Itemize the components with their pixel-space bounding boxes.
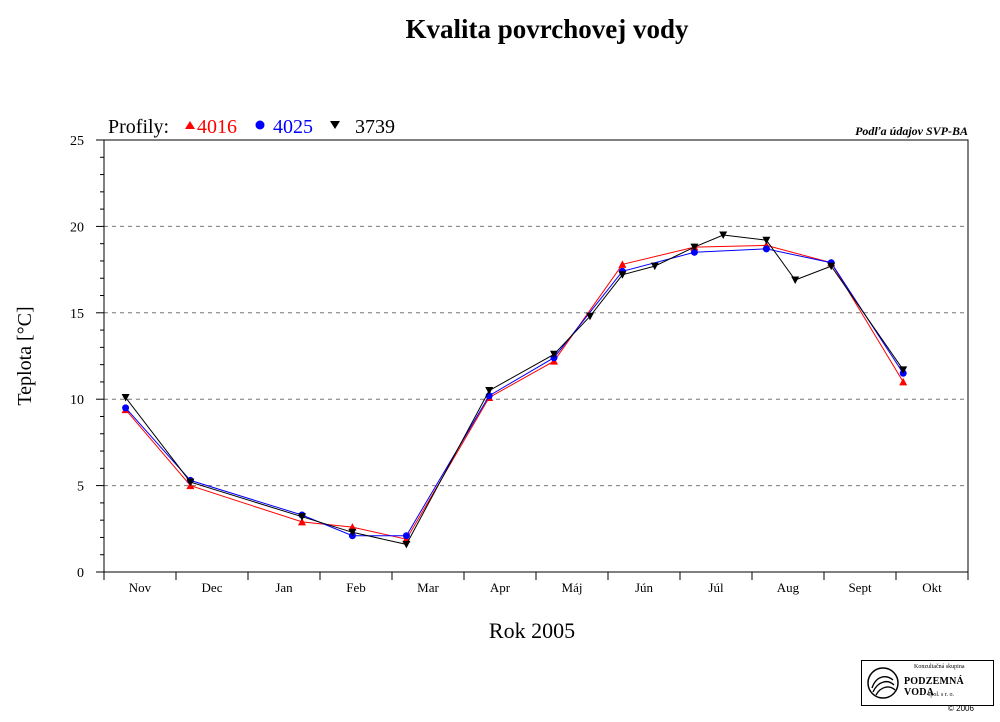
point-4025	[402, 532, 410, 540]
point-3739	[186, 478, 195, 487]
point-4025	[122, 404, 130, 412]
point-3739	[485, 387, 494, 395]
point-3739	[348, 528, 357, 537]
x-tick-label: Feb	[346, 580, 366, 595]
y-tick-label: 25	[70, 134, 84, 149]
point-4016	[899, 377, 908, 386]
y-tick-label: 0	[77, 566, 84, 581]
point-4016	[348, 523, 357, 531]
point-3739	[762, 236, 771, 245]
point-3739	[298, 513, 306, 521]
company-logo: Konzultačná skupina PODZEMNÁ VODA spol. …	[861, 660, 994, 706]
x-axis: Nov Dec Jan Feb Mar Apr Máj Jún Júl Aug Sept Okt	[103, 572, 969, 595]
legend: Profily: 4016 4025 3739	[108, 116, 395, 138]
x-tick-label: Júl	[708, 580, 724, 595]
x-tick-label: Sept	[848, 580, 872, 595]
point-3739	[791, 276, 800, 284]
point-3739	[650, 262, 659, 271]
x-tick-label: Jan	[275, 580, 293, 595]
legend-marker-4025	[255, 120, 265, 130]
y-axis-title: Teplota [°C]	[14, 306, 36, 405]
chart-title: Kvalita povrchovej vody	[406, 14, 689, 44]
x-tick-label: Aug	[777, 580, 800, 595]
x-tick-label: Dec	[202, 580, 223, 595]
point-3739	[121, 393, 130, 402]
series-3739	[121, 231, 908, 549]
point-3739	[402, 540, 411, 549]
point-4025	[762, 245, 770, 253]
series-4025	[122, 245, 907, 540]
point-3739	[586, 312, 594, 321]
point-3739	[719, 231, 728, 240]
x-tick-label: Apr	[490, 580, 511, 595]
point-3739	[827, 262, 836, 271]
series-line-4016	[125, 244, 904, 540]
legend-label-4025: 4025	[273, 116, 313, 138]
x-tick-label: Nov	[129, 580, 152, 595]
y-axis: 0 5 10 15 20 25	[70, 134, 104, 581]
point-3739	[690, 243, 699, 252]
x-tick-label: Mar	[417, 580, 439, 595]
point-3739	[899, 366, 908, 374]
logo-line2: PODZEMNÁ VODA	[904, 676, 964, 698]
logo-line3: spol. s r. o.	[928, 692, 955, 698]
logo-mark-icon	[867, 667, 899, 699]
x-tick-label: Okt	[922, 580, 942, 595]
plot-frame	[103, 139, 969, 573]
x-tick-label: Máj	[562, 580, 583, 595]
series-line-4025	[125, 248, 904, 537]
point-4016	[298, 517, 306, 526]
point-3739	[618, 271, 627, 279]
gridlines	[104, 225, 968, 487]
legend-marker-3739	[330, 121, 340, 129]
legend-marker-4016	[185, 121, 195, 129]
logo-line1: Konzultačná skupina	[914, 664, 965, 670]
point-3739	[550, 350, 558, 359]
x-axis-title: Rok 2005	[489, 618, 575, 643]
y-tick-label: 15	[70, 307, 84, 322]
point-4016	[618, 260, 627, 268]
series-line-3739	[125, 234, 904, 545]
copyright: © 2006	[948, 704, 974, 713]
legend-label-3739: 3739	[355, 116, 395, 138]
y-tick-label: 20	[70, 220, 84, 235]
y-tick-label: 10	[70, 393, 84, 408]
point-4025	[690, 248, 698, 256]
source-note: Podľa údajov SVP-BA	[855, 124, 968, 138]
y-tick-label: 5	[77, 480, 84, 495]
legend-label-4016: 4016	[197, 116, 237, 138]
legend-prefix: Profily:	[108, 116, 169, 138]
x-tick-label: Jún	[635, 580, 654, 595]
series-layer	[121, 231, 908, 549]
